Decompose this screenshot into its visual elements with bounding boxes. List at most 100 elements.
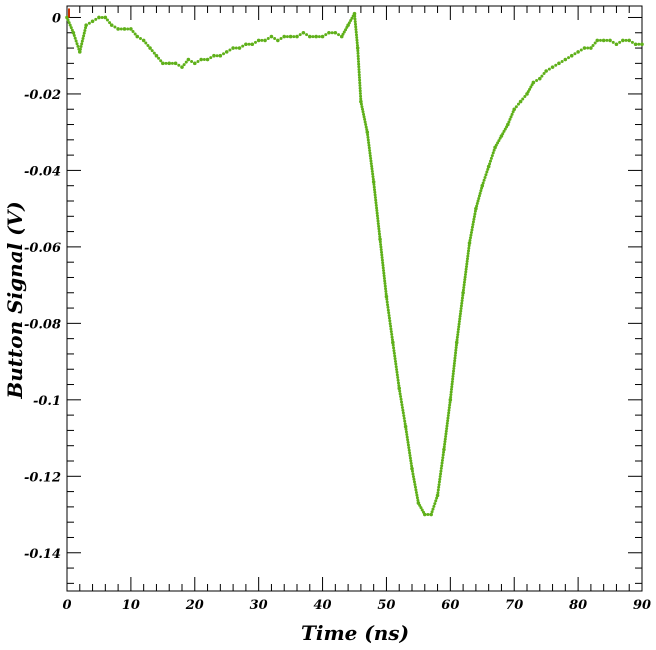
data-point-interp — [75, 42, 79, 46]
data-point-interp — [379, 242, 383, 246]
data-point — [537, 76, 542, 81]
data-point-interp — [452, 369, 456, 373]
data-point-interp — [406, 440, 410, 444]
data-point-interp — [420, 508, 424, 512]
data-point-interp — [358, 86, 362, 90]
data-point-interp — [464, 270, 468, 274]
data-point-interp — [449, 390, 453, 394]
data-point-interp — [184, 60, 188, 64]
data-point-interp — [396, 381, 400, 385]
data-point — [192, 61, 197, 66]
data-point-interp — [373, 188, 377, 192]
data-point-interp — [447, 408, 451, 412]
data-point-interp — [459, 304, 463, 308]
data-point-interp — [453, 354, 457, 358]
data-point — [486, 164, 491, 169]
data-point-interp — [396, 376, 400, 380]
data-point-interp — [511, 110, 515, 114]
data-point-interp — [404, 430, 408, 434]
y-tick-label: -0.02 — [24, 88, 61, 103]
data-point-interp — [473, 209, 477, 213]
data-point-interp — [385, 297, 389, 301]
data-point — [154, 53, 159, 58]
data-point-interp — [354, 33, 358, 37]
data-point-interp — [350, 16, 354, 20]
data-point — [180, 65, 184, 69]
data-point-interp — [266, 37, 270, 40]
data-point-interp — [390, 338, 394, 342]
data-point-interp — [381, 266, 385, 270]
data-point-interp — [514, 105, 518, 109]
data-point-interp — [360, 107, 364, 111]
data-point-interp — [234, 46, 238, 50]
data-point — [474, 206, 478, 211]
data-point-interp — [437, 483, 441, 487]
data-point-interp — [516, 102, 520, 106]
data-point-interp — [366, 135, 370, 139]
data-point-interp — [371, 172, 375, 176]
data-point-interp — [357, 73, 361, 77]
data-point-interp — [375, 214, 379, 218]
data-point — [141, 38, 146, 43]
data-point-interp — [356, 57, 360, 61]
data-point-interp — [152, 51, 156, 55]
data-point-interp — [433, 502, 437, 506]
data-point-interp — [386, 308, 390, 312]
data-point-interp — [100, 15, 104, 19]
data-point-interp — [416, 498, 420, 502]
data-point-interp — [247, 42, 251, 46]
data-point-interp — [344, 28, 348, 32]
data-point-interp — [356, 51, 360, 55]
data-point-interp — [435, 496, 439, 500]
y-tick-label: -0.1 — [33, 394, 61, 409]
data-point-interp — [108, 21, 112, 25]
data-point-interp — [387, 316, 391, 320]
data-point-interp — [451, 372, 455, 376]
data-point-interp — [415, 493, 419, 497]
data-point-interp — [399, 395, 403, 399]
data-point-interp — [447, 411, 451, 415]
data-point-interp — [460, 301, 464, 305]
data-point-interp — [378, 235, 382, 239]
data-point-interp — [399, 397, 403, 401]
data-point-interp — [392, 351, 396, 355]
data-point-interp — [403, 422, 407, 426]
data-point-interp — [159, 59, 163, 63]
data-point-interp — [395, 367, 399, 371]
data-point-interp — [459, 309, 463, 313]
data-point-interp — [146, 44, 150, 48]
data-point-interp — [579, 48, 583, 52]
data-point-interp — [400, 403, 404, 407]
data-point-interp — [378, 240, 382, 244]
data-point-interp — [401, 411, 405, 415]
data-point-interp — [285, 35, 289, 39]
data-point — [288, 34, 293, 39]
data-point-interp — [494, 143, 498, 147]
data-point-interp — [374, 201, 378, 205]
data-point-interp — [404, 427, 408, 431]
data-point-interp — [402, 414, 406, 418]
data-point-interp — [80, 42, 84, 46]
y-tick-label: -0.04 — [24, 164, 61, 179]
data-point-interp — [362, 112, 366, 116]
data-point-interp — [529, 85, 533, 89]
data-point — [448, 398, 453, 402]
data-point-interp — [411, 475, 415, 479]
data-point-interp — [478, 191, 482, 195]
data-point-interp — [384, 292, 388, 296]
data-point-interp — [554, 63, 558, 67]
data-point-interp — [376, 219, 380, 223]
data-point-interp — [440, 464, 444, 468]
data-point-interp — [472, 215, 476, 219]
data-point-interp — [618, 40, 622, 44]
data-point-interp — [456, 327, 460, 331]
data-point-interp — [164, 61, 168, 65]
data-point-interp — [353, 17, 357, 21]
data-point-interp — [477, 194, 481, 198]
data-point-interp — [355, 41, 359, 45]
data-point-interp — [383, 282, 387, 286]
data-point-interp — [453, 356, 457, 360]
data-point-interp — [389, 330, 393, 334]
data-point-interp — [464, 265, 468, 269]
data-point-interp — [463, 275, 467, 279]
